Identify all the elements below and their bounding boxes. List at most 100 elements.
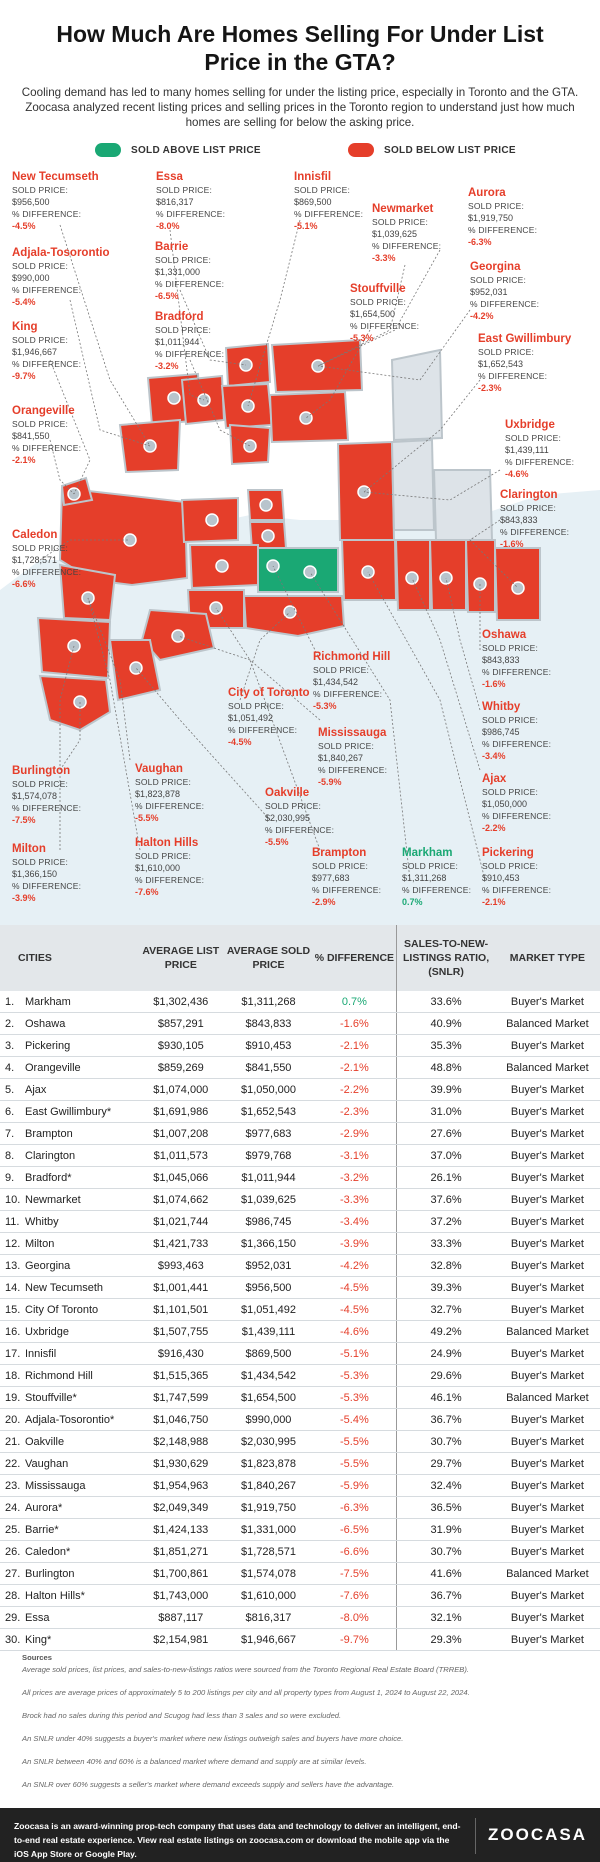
callout-diff-value: -2.2%	[482, 823, 506, 833]
callout-city-name: Brampton	[312, 847, 367, 859]
cell-list-price: $1,021,744	[136, 1210, 225, 1233]
cell-snlr: 32.4%	[396, 1474, 495, 1497]
callout-sold-label: SOLD PRICE:	[12, 419, 69, 429]
callout-diff-label: % DIFFERENCE:	[135, 875, 205, 885]
callout-diff-label: % DIFFERENCE:	[505, 457, 575, 467]
cell-city: 14. New Tecumseth	[0, 1276, 137, 1299]
callout-city-name: New Tecumseth	[12, 171, 99, 183]
cell-city-name: Uxbridge	[25, 1325, 70, 1338]
callout-diff-label: % DIFFERENCE:	[265, 825, 335, 835]
th-market-type: MARKET TYPE	[494, 925, 600, 991]
cell-sold-price: $843,833	[224, 1012, 313, 1035]
callout-vaughan: Vaughan SOLD PRICE: $1,823,878 % DIFFERENCE…	[135, 762, 204, 824]
cell-city: 3. Pickering	[0, 1034, 137, 1057]
callout-diff-label: % DIFFERENCE:	[12, 359, 82, 369]
cell-sold-price: $1,050,000	[224, 1078, 313, 1101]
callout-city-name: Caledon	[12, 529, 58, 541]
table-row: 26. Caledon* $1,851,271 $1,728,571 -6.6% 30.7…	[0, 1540, 600, 1563]
callout-essa: Essa SOLD PRICE: $816,317 % DIFFERENCE: -8.0…	[156, 170, 225, 232]
cell-city: 30. King*	[0, 1628, 137, 1651]
callout-city-name: Aurora	[468, 187, 506, 199]
callout-burlington: Burlington SOLD PRICE: $1,574,078 % DIFFERE…	[12, 764, 81, 826]
callout-ajax: Ajax SOLD PRICE: $1,050,000 % DIFFERENCE: -2…	[482, 772, 551, 834]
cell-list-price: $1,700,861	[136, 1562, 225, 1585]
sources-notes: Sources Average sold prices, list prices…	[22, 1653, 582, 1803]
cell-city: 21. Oakville	[0, 1430, 137, 1453]
callout-clarington: Clarington SOLD PRICE: $843,833 % DIFFERENC…	[500, 488, 569, 550]
cell-city: 13. Georgina	[0, 1254, 137, 1277]
callout-city-name: Halton Hills	[135, 837, 199, 849]
region-scugog	[432, 469, 494, 541]
cell-city-name: Essa	[25, 1611, 50, 1624]
callout-markham: Markham SOLD PRICE: $1,311,268 % DIFFERENCE…	[402, 846, 471, 908]
cell-sold-price: $1,331,000	[224, 1518, 313, 1541]
callout-king: King SOLD PRICE: $1,946,667 % DIFFERENCE: -9…	[12, 320, 81, 382]
region-uxbridge	[390, 438, 436, 531]
cell-difference: -9.7%	[312, 1628, 397, 1651]
cell-list-price: $1,747,599	[136, 1386, 225, 1409]
callout-diff-label: % DIFFERENCE:	[155, 349, 225, 359]
callout-sold-value: $2,030,995	[265, 813, 311, 823]
cell-snlr: 33.6%	[396, 991, 495, 1013]
cell-market-type: Buyer's Market	[494, 1584, 600, 1607]
cell-market-type: Balanced Market	[494, 1562, 600, 1585]
cell-rank: 16.	[5, 1325, 21, 1338]
cell-city-name: Milton	[25, 1237, 55, 1250]
footer: Zoocasa is an award-winning prop-tech co…	[0, 1808, 600, 1862]
callout-sold-value: $1,051,492	[228, 713, 274, 723]
cell-rank: 8.	[5, 1149, 15, 1162]
callout-diff-label: % DIFFERENCE:	[312, 885, 382, 895]
cell-difference: -5.1%	[312, 1342, 397, 1365]
callout-city-of-toronto: City of Toronto SOLD PRICE: $1,051,492 % DI…	[228, 686, 310, 748]
cell-market-type: Buyer's Market	[494, 1078, 600, 1101]
table-row: 4. Orangeville $859,269 $841,550 -2.1% 48.8% B…	[0, 1056, 600, 1079]
table-row: 20. Adjala-Tosorontio* $1,046,750 $990,000-…	[0, 1408, 600, 1431]
table-row: 11. Whitby $1,021,744 $986,745 -3.4% 37.2% Buy…	[0, 1210, 600, 1233]
cell-rank: 18.	[5, 1369, 21, 1382]
cell-list-price: $2,049,349	[136, 1496, 225, 1519]
cell-difference: -7.6%	[312, 1584, 397, 1607]
cell-sold-price: $1,039,625	[224, 1188, 313, 1211]
cell-difference: -2.2%	[312, 1078, 397, 1101]
callout-city-name: Barrie	[155, 241, 189, 253]
cell-city: 12. Milton	[0, 1232, 137, 1255]
callout-diff-label: % DIFFERENCE:	[12, 567, 82, 577]
cell-sold-price: $1,946,667	[224, 1628, 313, 1651]
callout-sold-label: SOLD PRICE:	[156, 185, 213, 195]
table-row: 5. Ajax $1,074,000 $1,050,000 -2.2% 39.9% Buye…	[0, 1078, 600, 1101]
cell-rank: 24.	[5, 1501, 21, 1514]
cell-rank: 19.	[5, 1391, 21, 1404]
cell-market-type: Buyer's Market	[494, 1430, 600, 1453]
zoocasa-logo: ZOOCASA	[488, 1825, 587, 1844]
cell-difference: -3.1%	[312, 1144, 397, 1167]
cell-sold-price: $952,031	[224, 1254, 313, 1277]
cell-market-type: Buyer's Market	[494, 1540, 600, 1563]
cell-rank: 28.	[5, 1589, 21, 1602]
callout-diff-label: % DIFFERENCE:	[482, 739, 552, 749]
callout-sold-label: SOLD PRICE:	[482, 643, 539, 653]
callout-diff-value: -2.1%	[482, 897, 506, 907]
callout-diff-label: % DIFFERENCE:	[318, 765, 388, 775]
callout-sold-label: SOLD PRICE:	[478, 347, 535, 357]
table-header-row: CITIES AVERAGE LIST PRICE AVERAGE SOLD P…	[0, 925, 600, 991]
cell-difference: -2.1%	[312, 1056, 397, 1079]
cell-list-price: $1,424,133	[136, 1518, 225, 1541]
cell-difference: -3.2%	[312, 1166, 397, 1189]
cell-rank: 6.	[5, 1105, 15, 1118]
sources-heading: Sources	[22, 1653, 52, 1662]
cell-snlr: 30.7%	[396, 1430, 495, 1453]
cell-difference: -5.5%	[312, 1430, 397, 1453]
callout-diff-label: % DIFFERENCE:	[468, 225, 538, 235]
callout-city-name: Orangeville	[12, 405, 75, 417]
cell-city-name: Halton Hills*	[25, 1589, 85, 1602]
callout-city-name: Bradford	[155, 311, 204, 323]
cell-sold-price: $1,311,268	[224, 991, 313, 1013]
th-difference: % DIFFERENCE	[312, 925, 397, 991]
region-markham	[257, 547, 339, 593]
table-row: 16. Uxbridge $1,507,755 $1,439,111 -4.6% 49.2…	[0, 1320, 600, 1343]
callout-diff-value: -7.5%	[12, 815, 36, 825]
note-line-1: Average sold prices, list prices, and sa…	[22, 1665, 469, 1674]
cell-list-price: $1,851,271	[136, 1540, 225, 1563]
marker-new-tecumseth	[167, 391, 181, 405]
callout-city-name: Innisfil	[294, 171, 332, 183]
